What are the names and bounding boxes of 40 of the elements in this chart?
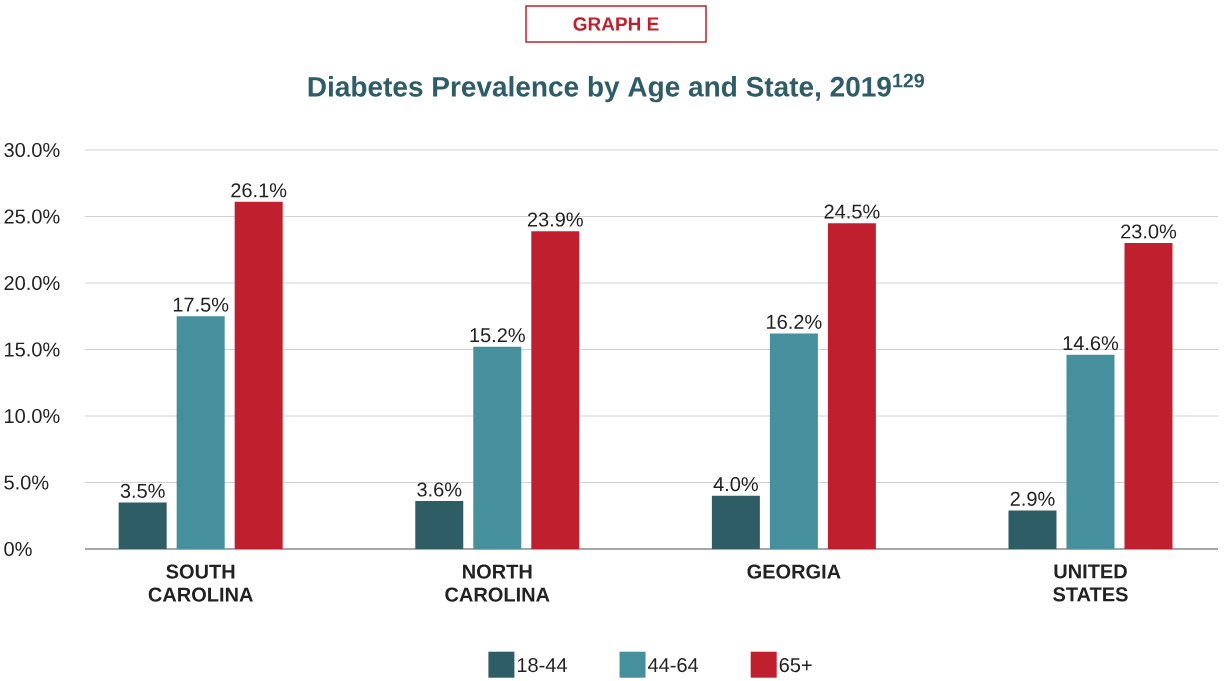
y-tick-label: 10.0%	[5, 408, 60, 424]
x-tick-label: NORTH CAROLINA	[445, 564, 550, 602]
legend-label: 65+	[779, 657, 812, 673]
bar	[473, 346, 522, 549]
bar	[1124, 243, 1173, 549]
data-label: 3.6%	[417, 482, 462, 497]
bar	[769, 333, 818, 549]
bar	[118, 502, 167, 549]
bar	[234, 201, 283, 549]
legend-label: 18-44	[517, 657, 567, 673]
bar	[827, 223, 876, 549]
data-label: 4.0%	[713, 477, 758, 492]
chart-title: Diabetes Prevalence by Age and State, 2019$^{129}$	[308, 73, 924, 103]
y-tick-label: 15.0%	[5, 342, 60, 357]
data-label: 24.5%	[824, 204, 880, 219]
bar	[1066, 354, 1115, 549]
data-label: 2.9%	[1010, 491, 1055, 506]
data-label: 23.9%	[527, 212, 583, 227]
bar	[176, 316, 225, 549]
bar	[415, 501, 464, 549]
data-label: 23.0%	[1121, 224, 1177, 239]
data-label: 26.1%	[231, 183, 287, 198]
data-label: 16.2%	[767, 314, 822, 329]
x-tick-label: UNITED STATES	[1053, 564, 1128, 602]
chart-subtitle: GRAPH E	[573, 17, 659, 31]
y-tick-label: 25.0%	[4, 209, 60, 224]
y-tick-label: 20.0%	[4, 275, 60, 291]
data-label: 15.2%	[470, 328, 525, 343]
y-tick-label: 30.0%	[4, 142, 60, 158]
data-label: 3.5%	[120, 483, 165, 498]
x-tick-label: GEORGIA	[747, 564, 841, 579]
data-label: 17.5%	[173, 297, 229, 312]
bar	[711, 495, 760, 549]
y-tick-label: 5.0%	[4, 475, 49, 490]
y-tick-label: 0%	[4, 541, 32, 557]
x-tick-label: SOUTH CAROLINA	[148, 564, 253, 602]
bar	[1008, 510, 1057, 549]
bar	[531, 231, 580, 549]
data-label: 14.6%	[1063, 336, 1119, 351]
legend-label: 44-64	[648, 657, 699, 673]
